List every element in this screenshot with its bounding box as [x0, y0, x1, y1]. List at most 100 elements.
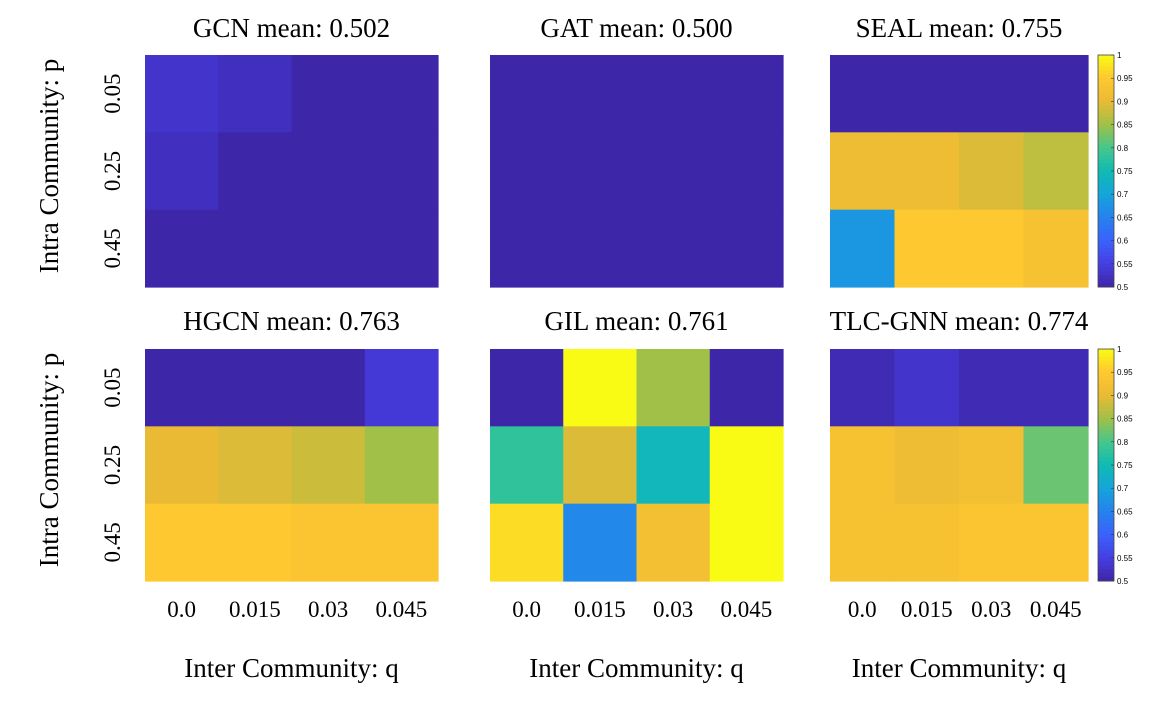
heatmap-cell — [709, 209, 784, 288]
colorbar-segment — [1098, 538, 1114, 543]
heatmap-cell — [1023, 209, 1089, 288]
colorbar-tick-label: 0.6 — [1117, 531, 1129, 540]
heatmap-cell — [218, 503, 293, 582]
colorbar-segment — [1098, 136, 1114, 141]
colorbar-segment — [1098, 349, 1114, 354]
colorbar-segment — [1098, 116, 1114, 122]
colorbar: 1 0.95 0.9 0.85 0.8 0.75 0.7 0.65 0.6 0.55 0.5 — [1097, 345, 1133, 586]
colorbar-segment — [1098, 89, 1114, 95]
colorbar-segment — [1098, 66, 1114, 71]
colorbar-tick-label: 0.5 — [1117, 577, 1129, 586]
colorbar-segment — [1098, 569, 1114, 574]
colorbar-segment — [1098, 143, 1114, 149]
colorbar-segment — [1098, 256, 1114, 261]
heatmap-cell — [830, 426, 896, 505]
heatmap-cell — [291, 209, 366, 288]
colorbar-segment — [1098, 74, 1114, 79]
colorbar-segment — [1098, 70, 1114, 75]
y-tick-label: 0.05 — [100, 368, 125, 408]
heatmap-cell — [563, 55, 638, 133]
colorbar-segment — [1098, 109, 1114, 114]
heatmap-cell — [145, 503, 219, 582]
y-axis-label: Intra Community: p — [34, 353, 64, 567]
heatmap-cell — [1023, 426, 1089, 505]
colorbar-segment — [1098, 252, 1114, 257]
colorbar-segment — [1098, 225, 1114, 230]
colorbar-segment — [1098, 468, 1114, 474]
colorbar-segment — [1098, 418, 1114, 423]
colorbar-segment — [1098, 434, 1114, 439]
colorbar-segment — [1098, 453, 1114, 458]
colorbar-segment — [1098, 437, 1114, 443]
heatmap-cell — [894, 132, 960, 211]
colorbar-segment — [1098, 240, 1114, 245]
heatmap-cell — [709, 426, 784, 505]
colorbar-segment — [1098, 236, 1114, 242]
colorbar-segment — [1098, 484, 1114, 489]
heatmap-cell — [291, 349, 366, 427]
heatmap-panel-4: GIL mean: 0.761 0.0 0.015 0.03 0.045 Inter Co… — [490, 306, 784, 683]
x-axis-label: Inter Community: q — [184, 653, 399, 683]
colorbar-segment — [1098, 368, 1114, 373]
heatmap-cell — [1023, 349, 1089, 427]
colorbar-segment — [1098, 267, 1114, 273]
colorbar-tick-label: 0.65 — [1117, 507, 1133, 516]
panel-title: SEAL mean: 0.755 — [856, 13, 1063, 43]
colorbar-segment — [1098, 480, 1114, 485]
colorbar-segment — [1098, 526, 1114, 532]
colorbar-segment — [1098, 395, 1114, 400]
colorbar-segment — [1098, 82, 1114, 87]
y-tick-label: 0.45 — [100, 228, 125, 268]
colorbar-segment — [1098, 232, 1114, 238]
y-tick-label: 0.25 — [100, 445, 125, 485]
colorbar-segment — [1098, 383, 1114, 389]
heatmap-cell — [636, 132, 711, 211]
panel-title: HGCN mean: 0.763 — [183, 306, 400, 336]
heatmap-panel-2: SEAL mean: 0.755 1 0.95 0.9 0.85 0.8 0.75 0.7 0.… — [830, 13, 1133, 292]
colorbar-segment — [1098, 55, 1114, 60]
colorbar-segment — [1098, 190, 1114, 195]
x-tick-label: 0.015 — [901, 597, 953, 622]
heatmap-cell — [563, 349, 638, 427]
colorbar-segment — [1098, 360, 1114, 365]
heatmap-cell — [218, 132, 293, 211]
colorbar-segment — [1098, 523, 1114, 528]
colorbar-segment — [1098, 503, 1114, 509]
x-tick-label: 0.045 — [1030, 597, 1082, 622]
heatmap-cell — [490, 349, 564, 427]
panel-title: GIL mean: 0.761 — [544, 306, 728, 336]
heatmap-cell — [364, 426, 439, 505]
heatmap-cell — [364, 209, 439, 288]
heatmap-cell — [636, 349, 711, 427]
heatmap-cell — [563, 209, 638, 288]
heatmap-panel-0: GCN mean: 0.502 0.05 0.25 0.45 Intra Communi… — [34, 13, 439, 288]
heatmap-cell — [218, 209, 293, 288]
heatmap-cell — [959, 55, 1025, 133]
heatmap-cell — [1023, 132, 1089, 211]
heatmap-cell — [709, 349, 784, 427]
colorbar-segment — [1098, 62, 1114, 68]
colorbar-segment — [1098, 465, 1114, 470]
heatmap-cell — [364, 132, 439, 211]
heatmap-cell — [145, 426, 219, 505]
colorbar-tick-label: 0.85 — [1117, 121, 1133, 130]
heatmap-cell — [490, 426, 564, 505]
x-tick-label: 0.0 — [512, 597, 541, 622]
colorbar-tick-label: 0.5 — [1117, 283, 1129, 292]
colorbar-segment — [1098, 213, 1114, 218]
colorbar-segment — [1098, 461, 1114, 466]
colorbar-segment — [1098, 530, 1114, 536]
x-tick-label: 0.0 — [848, 597, 877, 622]
panel-title: GAT mean: 0.500 — [540, 13, 732, 43]
colorbar-tick-label: 0.85 — [1117, 415, 1133, 424]
colorbar-segment — [1098, 244, 1114, 249]
heatmap-cell — [830, 55, 896, 133]
colorbar-segment — [1098, 140, 1114, 145]
heatmap-cell — [490, 503, 564, 582]
colorbar-segment — [1098, 565, 1114, 570]
colorbar-segment — [1098, 217, 1114, 222]
colorbar-tick-label: 0.6 — [1117, 237, 1129, 246]
colorbar-segment — [1098, 85, 1114, 91]
colorbar-tick-label: 0.7 — [1117, 484, 1129, 493]
